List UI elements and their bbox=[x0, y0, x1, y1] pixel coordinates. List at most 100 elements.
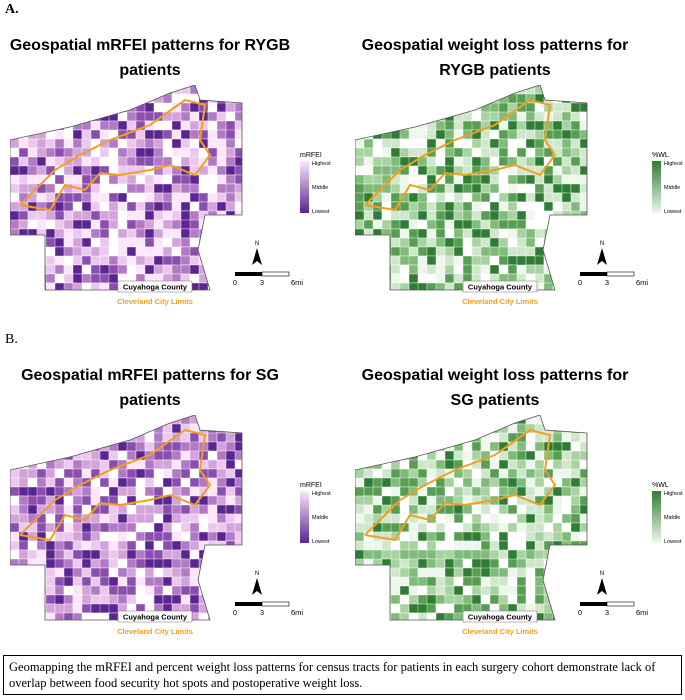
tract bbox=[126, 450, 137, 461]
tract bbox=[244, 550, 261, 559]
tract bbox=[445, 292, 454, 309]
tract bbox=[426, 423, 445, 434]
tract bbox=[372, 85, 387, 103]
tract bbox=[372, 612, 387, 620]
tract bbox=[10, 102, 28, 117]
tract bbox=[234, 237, 242, 252]
city-label: Cleveland City Limits bbox=[117, 627, 193, 636]
tract bbox=[355, 450, 373, 461]
tract bbox=[27, 85, 38, 103]
tract bbox=[444, 612, 455, 620]
map: %WL Highest Middle Lowest N 0 3 6mi Cuyahoga Cou… bbox=[355, 85, 683, 309]
tract bbox=[553, 622, 570, 635]
tract bbox=[381, 423, 392, 434]
tract bbox=[561, 594, 580, 605]
tract bbox=[589, 139, 598, 148]
tract bbox=[579, 111, 587, 122]
tract bbox=[216, 576, 235, 591]
tract bbox=[363, 246, 374, 261]
tract bbox=[18, 264, 29, 279]
tract bbox=[63, 93, 82, 112]
tract bbox=[244, 94, 257, 111]
tract bbox=[552, 612, 571, 620]
tract bbox=[244, 487, 261, 496]
tract bbox=[552, 585, 567, 604]
tract bbox=[381, 85, 400, 95]
tract bbox=[409, 622, 418, 635]
tract bbox=[10, 567, 20, 578]
tract bbox=[117, 468, 128, 479]
tract bbox=[45, 549, 56, 560]
tract bbox=[363, 264, 378, 275]
tract bbox=[198, 415, 209, 429]
tract bbox=[27, 255, 38, 270]
tract bbox=[363, 102, 374, 117]
legend-label: Lowest bbox=[664, 209, 682, 215]
tract bbox=[27, 102, 42, 121]
tract bbox=[579, 549, 587, 564]
tract bbox=[207, 540, 218, 555]
tract bbox=[589, 211, 598, 228]
tract bbox=[381, 432, 396, 447]
tract bbox=[10, 612, 20, 620]
tract bbox=[426, 415, 441, 425]
scale-bar bbox=[235, 602, 262, 606]
tract bbox=[225, 558, 242, 577]
tract bbox=[589, 256, 598, 265]
tract bbox=[372, 282, 383, 290]
tract bbox=[561, 219, 576, 238]
tract bbox=[390, 612, 401, 620]
tract bbox=[543, 201, 554, 212]
tract bbox=[408, 415, 423, 429]
tract bbox=[234, 567, 242, 586]
tract bbox=[36, 441, 55, 460]
tract bbox=[552, 531, 563, 550]
county-label-box bbox=[117, 610, 193, 623]
tract bbox=[444, 273, 455, 284]
tract bbox=[10, 282, 28, 290]
tract bbox=[99, 246, 110, 257]
tract bbox=[552, 567, 567, 586]
tract bbox=[216, 237, 227, 248]
tract bbox=[244, 541, 261, 558]
tract bbox=[90, 612, 101, 620]
tract bbox=[81, 603, 92, 614]
tract bbox=[453, 192, 464, 203]
tract bbox=[126, 513, 137, 524]
tract bbox=[516, 576, 527, 587]
tract bbox=[561, 415, 572, 433]
tract bbox=[36, 93, 51, 104]
map-title: Geospatial weight loss patterns for SG p… bbox=[361, 367, 629, 409]
tract bbox=[45, 85, 64, 95]
tract bbox=[570, 219, 585, 230]
tract bbox=[72, 612, 91, 620]
tract bbox=[72, 531, 83, 542]
north-label: N bbox=[600, 571, 604, 577]
tract bbox=[18, 612, 37, 620]
tract bbox=[589, 103, 602, 116]
tract bbox=[225, 567, 240, 578]
tract bbox=[207, 183, 218, 194]
tract bbox=[81, 282, 96, 290]
tract bbox=[10, 292, 19, 305]
tract bbox=[507, 192, 518, 203]
tract bbox=[589, 559, 602, 568]
tract bbox=[99, 93, 110, 112]
tract bbox=[589, 121, 602, 130]
tract bbox=[363, 85, 378, 99]
tract bbox=[372, 237, 383, 252]
tract bbox=[571, 622, 580, 631]
tract bbox=[180, 156, 191, 167]
map-title: Geospatial weight loss patterns for RYGB… bbox=[361, 37, 629, 79]
tract bbox=[10, 246, 20, 257]
tract bbox=[198, 85, 209, 103]
tract bbox=[18, 120, 29, 135]
tract bbox=[225, 585, 236, 604]
tract bbox=[45, 432, 60, 451]
tract bbox=[135, 138, 146, 149]
tract bbox=[417, 522, 428, 533]
tract bbox=[189, 237, 204, 248]
tract bbox=[561, 237, 580, 256]
tract bbox=[471, 423, 482, 438]
tract bbox=[36, 120, 47, 131]
